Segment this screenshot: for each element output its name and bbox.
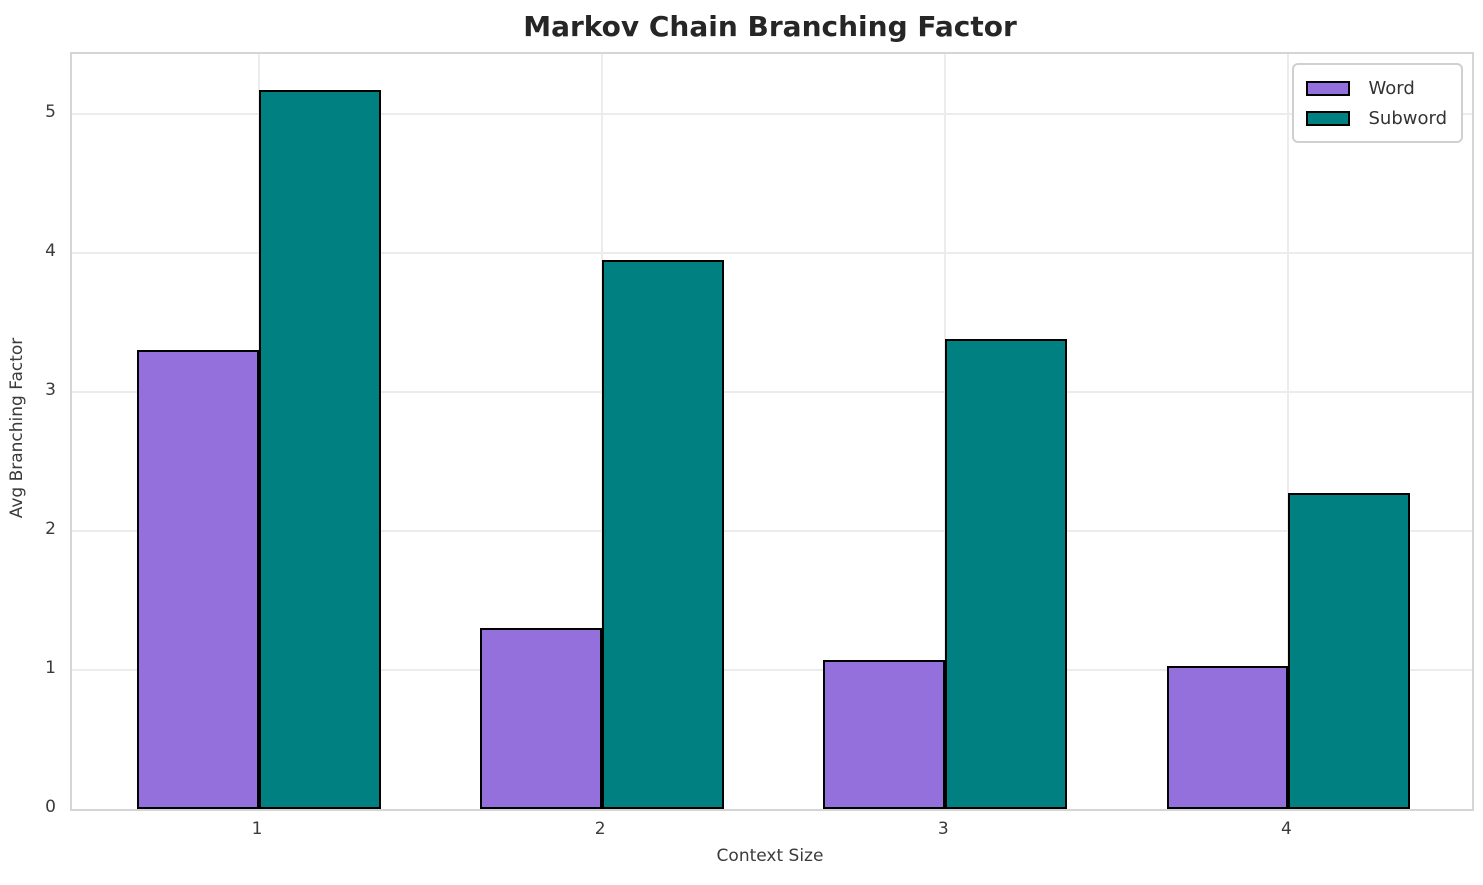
x-tick-label: 2 [594,819,606,839]
y-gridline [72,251,1472,254]
x-tick-label: 3 [937,819,949,839]
bar-word-context-1 [137,350,259,809]
legend-entry-word: Word [1306,73,1447,103]
y-gridline [72,112,1472,115]
y-tick-label: 5 [45,101,56,122]
y-gridline [72,529,1472,532]
bar-subword-context-4 [1288,493,1411,809]
y-gridline [72,668,1472,671]
y-tick-label: 0 [45,797,56,817]
y-tick-label: 4 [45,240,56,261]
x-tick-label: 1 [251,819,263,839]
legend-label: Word [1368,77,1415,99]
y-tick-label: 1 [45,657,56,678]
bar-subword-context-2 [602,259,724,809]
y-tick-label: 3 [45,379,56,400]
bar-word-context-2 [480,628,603,809]
x-gridline [1287,54,1290,809]
legend-swatch-icon [1306,110,1351,126]
bar-subword-context-3 [945,339,1068,809]
bar-subword-context-1 [259,90,381,809]
bar-word-context-4 [1166,665,1289,809]
bar-word-context-3 [823,660,946,809]
chart-title: Markov Chain Branching Factor [523,10,1017,43]
x-tick-label: 4 [1280,819,1292,839]
y-axis-label: Avg Branching Factor [7,337,27,519]
legend-swatch-icon [1306,80,1351,96]
plot-area: Word Subword [70,52,1474,811]
x-axis-label: Context Size [716,846,824,866]
legend-entry-subword: Subword [1306,103,1447,133]
legend: Word Subword [1292,63,1463,143]
y-gridline [72,390,1472,393]
y-tick-label: 2 [45,518,56,539]
legend-label: Subword [1368,107,1447,129]
